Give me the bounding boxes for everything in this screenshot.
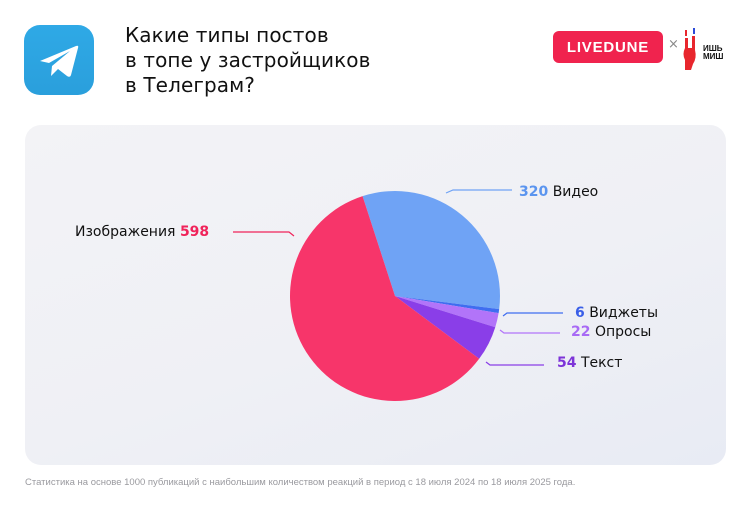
leader-line-video xyxy=(445,189,512,194)
label-images: Изображения 598 xyxy=(75,224,209,240)
livedune-logo: LIVEDUNE xyxy=(553,31,663,63)
label-text-value: 54 xyxy=(557,355,577,371)
label-text-text: Текст xyxy=(580,355,623,371)
label-images-value: 598 xyxy=(179,224,210,240)
label-images-text: Изображения xyxy=(75,224,176,240)
label-widgets-value: 6 xyxy=(575,305,585,321)
leader-line-polls xyxy=(499,329,560,334)
collab-separator: × xyxy=(668,37,679,52)
label-video-value: 320 xyxy=(519,184,549,200)
pie-slice-4 xyxy=(395,296,496,359)
leader-line-images xyxy=(233,231,295,237)
telegram-icon xyxy=(24,25,94,95)
paper-plane-shape xyxy=(40,45,79,77)
label-widgets: 6 Виджеты xyxy=(575,305,658,321)
ishmish-logo xyxy=(679,24,729,72)
partner-text: ИШЬ МИШ xyxy=(703,44,724,61)
pie-slice-3 xyxy=(395,296,499,328)
pie-slice-1 xyxy=(362,191,500,310)
label-polls: 22 Опросы xyxy=(571,324,651,340)
footer-note: Статистика на основе 1000 публикаций с н… xyxy=(25,477,576,488)
label-video-text: Видео xyxy=(552,184,599,200)
label-widgets-text: Виджеты xyxy=(589,305,659,321)
pie-slice-2 xyxy=(395,296,500,314)
title-line-3: в Телеграм? xyxy=(125,73,256,97)
leader-line-text xyxy=(485,361,544,366)
title-line-2: в топе у застройщиков xyxy=(125,48,371,72)
pie-slices xyxy=(290,191,500,402)
title-line-1: Какие типы постов xyxy=(125,23,329,47)
label-polls-value: 22 xyxy=(571,324,591,340)
label-text: 54 Текст xyxy=(557,355,622,371)
leader-line-widgets xyxy=(502,312,563,317)
page-title: Какие типы постов в топе у застройщиков … xyxy=(125,23,370,98)
pie-slice-5 xyxy=(290,196,480,402)
label-video: 320 Видео xyxy=(519,184,598,200)
label-polls-text: Опросы xyxy=(594,324,652,340)
